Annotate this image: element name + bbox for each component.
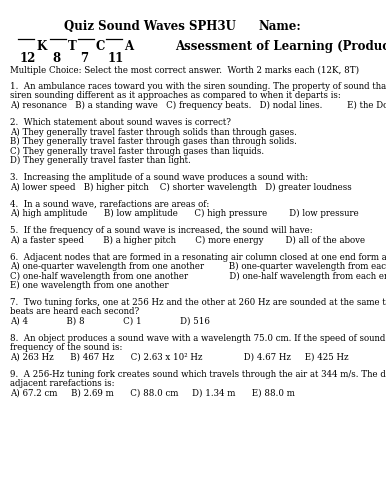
Text: 12: 12 [20,52,36,65]
Text: 5.  If the frequency of a sound wave is increased, the sound will have:: 5. If the frequency of a sound wave is i… [10,226,313,235]
Text: T: T [68,40,77,53]
Text: 9.  A 256-Hz tuning fork creates sound which travels through the air at 344 m/s.: 9. A 256-Hz tuning fork creates sound wh… [10,370,386,379]
Text: Assessment of Learning (Product): Assessment of Learning (Product) [175,40,386,53]
Text: 3.  Increasing the amplitude of a sound wave produces a sound with:: 3. Increasing the amplitude of a sound w… [10,173,308,182]
Text: Multiple Choice: Select the most correct answer.  Worth 2 marks each (12K, 8T): Multiple Choice: Select the most correct… [10,66,359,75]
Text: C) They generally travel faster through gases than liquids.: C) They generally travel faster through … [10,146,264,156]
Text: C) one-half wavelength from one another               D) one-half wavelength fro: C) one-half wavelength from one another … [10,272,386,280]
Text: C: C [96,40,105,53]
Text: 4.  In a sound wave, rarefactions are areas of:: 4. In a sound wave, rarefactions are are… [10,200,209,208]
Text: 1.  An ambulance races toward you with the siren sounding. The property of sound: 1. An ambulance races toward you with th… [10,82,386,91]
Text: D) They generally travel faster than light.: D) They generally travel faster than lig… [10,156,191,165]
Text: beats are heard each second?: beats are heard each second? [10,308,139,316]
Text: A) 4              B) 8              C) 1              D) 516: A) 4 B) 8 C) 1 D) 516 [10,317,210,326]
Text: frequency of the sound is:: frequency of the sound is: [10,344,122,352]
Text: A) one-quarter wavelength from one another         B) one-quarter wavelength fro: A) one-quarter wavelength from one anoth… [10,262,386,271]
Text: Name:: Name: [258,20,301,33]
Text: A) a faster speed       B) a higher pitch       C) more energy        D) all of : A) a faster speed B) a higher pitch C) m… [10,236,365,244]
Text: 11: 11 [108,52,124,65]
Text: adjacent rarefactions is:: adjacent rarefactions is: [10,380,115,388]
Text: 6.  Adjacent nodes that are formed in a resonating air column closed at one end : 6. Adjacent nodes that are formed in a r… [10,252,386,262]
Text: A: A [124,40,133,53]
Text: A) 67.2 cm     B) 2.69 m      C) 88.0 cm     D) 1.34 m      E) 88.0 m: A) 67.2 cm B) 2.69 m C) 88.0 cm D) 1.34 … [10,389,295,398]
Text: A) 263 Hz      B) 467 Hz      C) 2.63 x 10² Hz               D) 4.67 Hz     E) 4: A) 263 Hz B) 467 Hz C) 2.63 x 10² Hz D) … [10,353,349,362]
Text: Quiz Sound Waves SPH3U: Quiz Sound Waves SPH3U [64,20,236,33]
Text: 8.  An object produces a sound wave with a wavelength 75.0 cm. If the speed of s: 8. An object produces a sound wave with … [10,334,386,343]
Text: A) resonance   B) a standing wave   C) frequency beats.   D) nodal lines.       : A) resonance B) a standing wave C) frequ… [10,101,386,110]
Text: K: K [36,40,46,53]
Text: B) They generally travel faster through gases than through solids.: B) They generally travel faster through … [10,137,297,146]
Text: siren sounding different as it approaches as compared to when it departs is:: siren sounding different as it approache… [10,92,341,100]
Text: A) high amplitude      B) low amplitude      C) high pressure        D) low pres: A) high amplitude B) low amplitude C) hi… [10,209,359,218]
Text: 7.  Two tuning forks, one at 256 Hz and the other at 260 Hz are sounded at the s: 7. Two tuning forks, one at 256 Hz and t… [10,298,386,307]
Text: A) They generally travel faster through solids than through gases.: A) They generally travel faster through … [10,128,297,136]
Text: 2.  Which statement about sound waves is correct?: 2. Which statement about sound waves is … [10,118,231,127]
Text: 8: 8 [52,52,60,65]
Text: 7: 7 [80,52,88,65]
Text: E) one wavelength from one another: E) one wavelength from one another [10,281,169,290]
Text: A) lower speed   B) higher pitch    C) shorter wavelength   D) greater loudness: A) lower speed B) higher pitch C) shorte… [10,182,352,192]
